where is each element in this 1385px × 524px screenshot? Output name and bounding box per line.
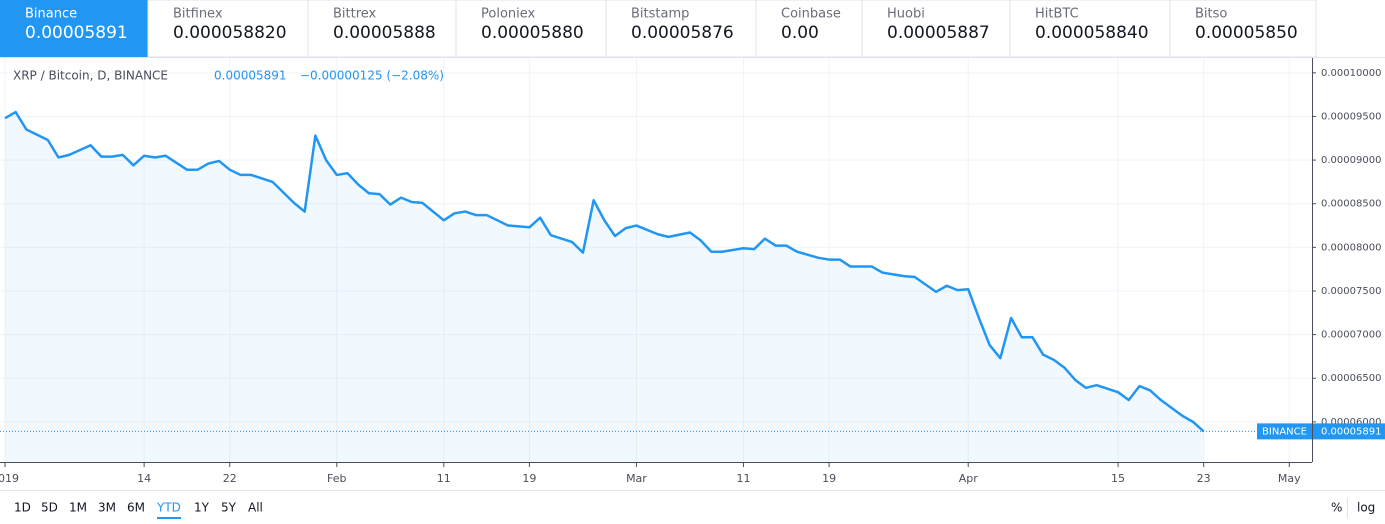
x-tick-label: 15 xyxy=(1111,472,1125,485)
exchange-name: Bitso xyxy=(1195,7,1227,22)
exchange-price: 0.00005880 xyxy=(481,23,584,43)
y-tick-label: 0.00008500 xyxy=(1321,199,1381,210)
exchange-name: Huobi xyxy=(887,7,925,22)
range-button[interactable]: 3M xyxy=(98,501,116,515)
area xyxy=(5,112,1204,462)
x-tick-label: May xyxy=(1278,472,1301,485)
range-button[interactable]: 5Y xyxy=(221,501,237,515)
y-tick-label: 0.00009500 xyxy=(1321,111,1381,122)
x-tick-label: 22 xyxy=(223,472,237,485)
range-button[interactable]: YTD xyxy=(156,501,181,515)
price-tag xyxy=(1313,423,1385,440)
y-tick-label: 0.00009000 xyxy=(1321,155,1381,166)
x-tick-label: 11 xyxy=(437,472,451,485)
x-tick-label: Feb xyxy=(327,472,346,485)
exchange-name: Bitstamp xyxy=(631,7,689,22)
price-line xyxy=(4,110,1205,433)
exchange-tab[interactable] xyxy=(755,0,863,58)
exchange-tab[interactable] xyxy=(147,0,309,58)
range-button[interactable]: All xyxy=(248,501,263,515)
range-button[interactable]: 1D xyxy=(14,501,31,515)
range-button[interactable]: 1Y xyxy=(194,501,210,515)
header-change: −0.00000125 (−2.08%) xyxy=(300,69,444,83)
y-tick-label: 0.00006500 xyxy=(1321,373,1381,384)
y-tick-label: 0.00007500 xyxy=(1321,286,1381,297)
exchange-price: 0.00 xyxy=(781,23,819,43)
header-price: 0.00005891 xyxy=(214,69,287,83)
exchange-name: Binance xyxy=(25,7,77,22)
exchange-tag-label: BINANCE xyxy=(1262,426,1307,437)
y-tick-label: 0.00010000 xyxy=(1321,68,1381,79)
symbol: XRP / Bitcoin, D, BINANCE xyxy=(13,69,168,83)
scale-button[interactable]: log xyxy=(1357,501,1375,515)
plot: 2019 14 22 Feb 11 19 Mar 11 19 Apr 15 23 May 0.000100… xyxy=(0,58,1385,485)
range-button[interactable]: 6M xyxy=(127,501,145,515)
x-tick-label: 19 xyxy=(822,472,836,485)
scale-button[interactable]: % xyxy=(1331,501,1342,515)
exchange-name: Coinbase xyxy=(781,7,841,22)
x-tick-label: 19 xyxy=(522,472,536,485)
exchange-name: Poloniex xyxy=(481,7,536,22)
y-tick-label: 0.00007000 xyxy=(1321,330,1381,341)
range-button[interactable]: 1M xyxy=(69,501,87,515)
exchange-price: 0.00005888 xyxy=(333,23,436,43)
exchange-price: 0.00005876 xyxy=(631,23,734,43)
toolbar: 1D 5D 1M 3M 6M YTD 1Y 5Y All% log xyxy=(14,498,1375,519)
exchange-tab[interactable] xyxy=(861,0,1011,58)
exchange-price: 0.000058820 xyxy=(173,23,287,43)
x-tick-label: Apr xyxy=(959,472,979,485)
y-tick-label: 0.00006000 xyxy=(1321,417,1381,428)
y-tick-label: 0.00008000 xyxy=(1321,242,1381,253)
exchange-name: Bitfinex xyxy=(173,7,223,22)
exchange-name: HitBTC xyxy=(1035,7,1079,22)
exchange-price: 0.00005891 xyxy=(25,23,128,43)
exchange-price: 0.00005850 xyxy=(1195,23,1298,43)
price-tag-label: 0.00005891 xyxy=(1321,426,1381,437)
exchange-tab[interactable] xyxy=(0,0,148,57)
exchange-price: 0.00005887 xyxy=(887,23,990,43)
range-button[interactable]: 5D xyxy=(41,501,58,515)
exchange-name: Bittrex xyxy=(333,7,377,22)
x-tick-label: 11 xyxy=(736,472,750,485)
exchange-tag xyxy=(1257,423,1312,440)
x-tick-label: Mar xyxy=(626,472,647,485)
x-tick-label: 14 xyxy=(137,472,151,485)
x-tick-label: 23 xyxy=(1197,472,1211,485)
exchange-price: 0.000058840 xyxy=(1035,23,1149,43)
x-tick-label: 2019 xyxy=(0,472,19,485)
